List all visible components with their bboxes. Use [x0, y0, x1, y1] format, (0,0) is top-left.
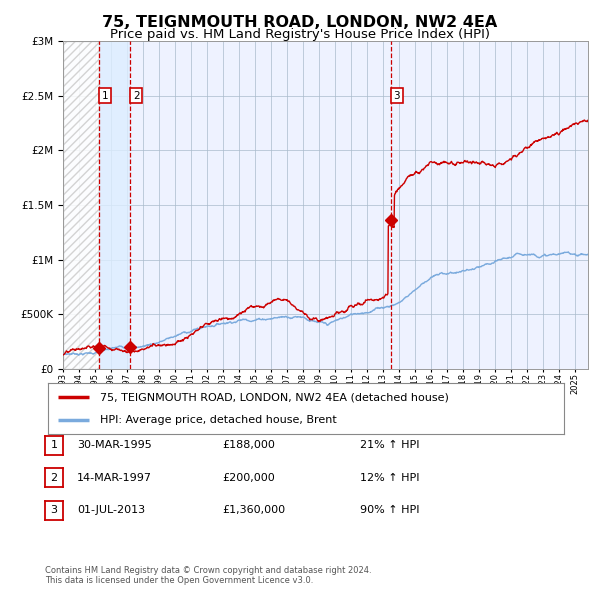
Text: 3: 3 — [50, 506, 58, 515]
Text: 01-JUL-2013: 01-JUL-2013 — [77, 506, 145, 515]
Text: 75, TEIGNMOUTH ROAD, LONDON, NW2 4EA: 75, TEIGNMOUTH ROAD, LONDON, NW2 4EA — [103, 15, 497, 30]
Text: 2: 2 — [133, 91, 139, 101]
Bar — [63, 41, 99, 369]
Text: 21% ↑ HPI: 21% ↑ HPI — [360, 441, 419, 450]
Bar — [99, 41, 130, 369]
Text: Price paid vs. HM Land Registry's House Price Index (HPI): Price paid vs. HM Land Registry's House … — [110, 28, 490, 41]
Text: Contains HM Land Registry data © Crown copyright and database right 2024.: Contains HM Land Registry data © Crown c… — [45, 566, 371, 575]
Text: 30-MAR-1995: 30-MAR-1995 — [77, 441, 152, 450]
Text: 12% ↑ HPI: 12% ↑ HPI — [360, 473, 419, 483]
Text: 90% ↑ HPI: 90% ↑ HPI — [360, 506, 419, 515]
Text: HPI: Average price, detached house, Brent: HPI: Average price, detached house, Bren… — [100, 415, 337, 425]
Text: £200,000: £200,000 — [222, 473, 275, 483]
Text: 3: 3 — [394, 91, 400, 101]
Text: 1: 1 — [101, 91, 108, 101]
Text: This data is licensed under the Open Government Licence v3.0.: This data is licensed under the Open Gov… — [45, 576, 313, 585]
Text: 2: 2 — [50, 473, 58, 483]
Text: £1,360,000: £1,360,000 — [222, 506, 285, 515]
Text: 14-MAR-1997: 14-MAR-1997 — [77, 473, 152, 483]
Text: £188,000: £188,000 — [222, 441, 275, 450]
Text: 75, TEIGNMOUTH ROAD, LONDON, NW2 4EA (detached house): 75, TEIGNMOUTH ROAD, LONDON, NW2 4EA (de… — [100, 392, 448, 402]
Text: 1: 1 — [50, 441, 58, 450]
